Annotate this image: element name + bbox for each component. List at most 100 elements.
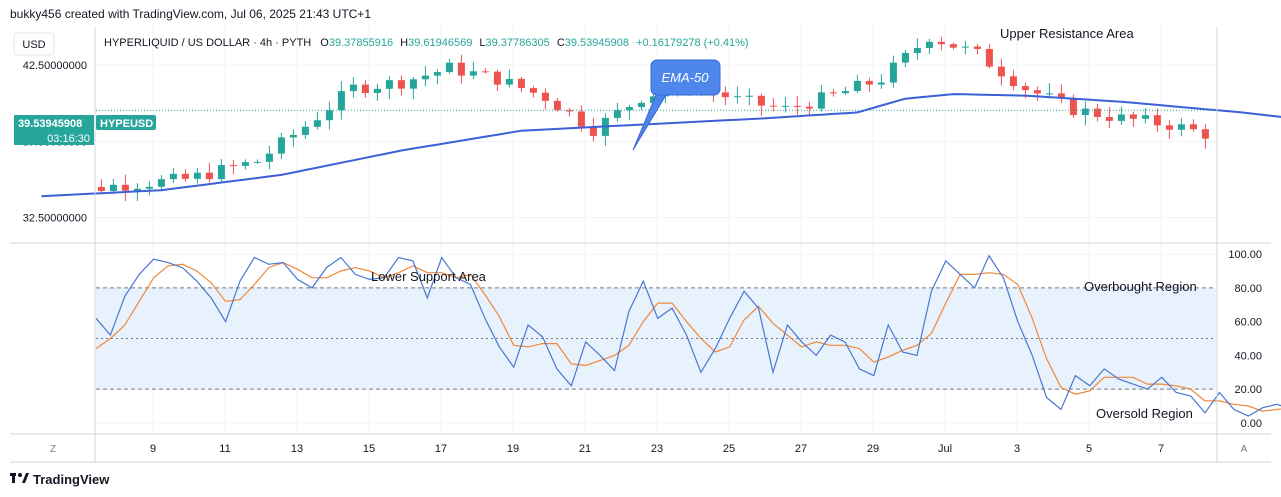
candle-body <box>961 46 969 48</box>
candle-body <box>373 88 381 93</box>
candle-body <box>625 107 633 111</box>
candle-body <box>937 41 945 45</box>
candle-body <box>1153 115 1161 126</box>
candle-body <box>805 106 813 109</box>
lower-support-label: Lower Support Area <box>371 269 487 284</box>
candle-body <box>1045 93 1053 95</box>
ema-callout: EMA-50 <box>632 59 721 151</box>
currency-label: USD <box>22 39 45 51</box>
time-tick-label: 5 <box>1086 443 1092 455</box>
time-tick-label: 27 <box>795 443 807 455</box>
candle-body <box>757 95 765 106</box>
candle-body <box>301 126 309 135</box>
candle-body <box>277 137 285 154</box>
candle-body <box>337 91 345 111</box>
osc-tick-label: 20.00 <box>1234 384 1262 396</box>
time-tick-label: 19 <box>507 443 519 455</box>
candle-body <box>169 173 177 180</box>
overbought-label: Overbought Region <box>1084 279 1197 294</box>
candle-body <box>457 62 465 76</box>
time-tick-label: 15 <box>363 443 375 455</box>
price-tag-countdown: 03:16:30 <box>47 133 90 145</box>
time-tick-label: 25 <box>723 443 735 455</box>
candle-body <box>397 80 405 89</box>
candle-body <box>565 110 573 112</box>
candle-body <box>781 105 789 107</box>
z-button-label: Z <box>50 444 56 455</box>
candle-body <box>205 172 213 180</box>
candle-body <box>505 78 513 85</box>
z-button[interactable] <box>42 440 64 457</box>
candle-body <box>421 75 429 80</box>
price-tick-label: 42.50000000 <box>23 60 87 72</box>
candle-body <box>313 120 321 127</box>
candle-body <box>193 172 201 179</box>
candle-body <box>157 179 165 187</box>
candle-body <box>517 78 525 89</box>
close-value: 39.53945908 <box>565 37 629 49</box>
candle-body <box>121 184 129 191</box>
ticker-tag <box>96 115 156 130</box>
candle-body <box>253 161 261 163</box>
candle-body <box>1105 116 1113 121</box>
candle-body <box>997 66 1005 77</box>
candle-body <box>925 41 933 48</box>
currency-button[interactable] <box>13 32 55 56</box>
candle-body <box>469 71 477 76</box>
candle-body <box>829 92 837 94</box>
candles <box>97 36 1209 202</box>
candle-body <box>973 46 981 49</box>
ema50-line <box>41 93 1281 198</box>
time-tick-label: 17 <box>435 443 447 455</box>
time-tick-label: 11 <box>219 443 230 455</box>
candle-body <box>1189 124 1197 130</box>
candle-body <box>901 52 909 63</box>
time-axis: 9 11 13 15 17 19 21 23 25 27 29 Jul 3 5 7 <box>150 443 1164 455</box>
time-tick-label: Jul <box>938 443 952 455</box>
symbol-name: HYPERLIQUID / US DOLLAR · 4h · PYTH <box>104 37 311 49</box>
time-tick-label: 7 <box>1158 443 1164 455</box>
candle-body <box>649 96 657 103</box>
candle-body <box>145 186 153 189</box>
candle-body <box>409 79 417 89</box>
oscillator-axis: 0.00 20.00 40.00 60.00 80.00 100.00 <box>1228 249 1262 430</box>
candle-body <box>97 186 105 191</box>
candle-body <box>433 72 441 76</box>
time-tick-label: 23 <box>651 443 663 455</box>
candle-body <box>1141 115 1149 119</box>
candle-body <box>181 173 189 179</box>
candle-body <box>217 165 225 180</box>
tradingview-logo-text: TradingView <box>33 472 110 487</box>
candle-body <box>1033 90 1041 94</box>
candle-body <box>1009 76 1017 87</box>
high-label: H <box>400 37 408 49</box>
time-tick-label: 13 <box>291 443 303 455</box>
tradingview-logo-icon <box>10 473 29 483</box>
candle-body <box>1129 114 1137 119</box>
upper-resistance-label: Upper Resistance Area <box>1000 26 1134 41</box>
candle-body <box>721 92 729 98</box>
price-tick-label: 32.50000000 <box>23 213 87 225</box>
price-tag-ticker: HYPEUSD <box>100 118 153 130</box>
ohlc-legend: HYPERLIQUID / US DOLLAR · 4h · PYTH O 39.… <box>104 37 749 49</box>
osc-tick-label: 80.00 <box>1234 283 1262 295</box>
candle-body <box>985 48 993 67</box>
price-tag: 39.53945908 03:16:30 HYPEUSD <box>14 115 156 145</box>
open-label: O <box>320 37 329 49</box>
candle-body <box>109 184 117 191</box>
osc-tick-label: 0.00 <box>1241 418 1262 430</box>
close-label: C <box>557 37 565 49</box>
candle-body <box>769 105 777 107</box>
candle-body <box>817 92 825 109</box>
ema-callout-label: EMA-50 <box>662 70 710 85</box>
osc-tick-label: 40.00 <box>1234 350 1262 362</box>
candle-body <box>913 47 921 53</box>
candle-body <box>1165 125 1173 130</box>
candle-body <box>1117 114 1125 121</box>
osc-tick-label: 100.00 <box>1228 249 1262 261</box>
a-button[interactable] <box>1233 440 1255 457</box>
candle-body <box>229 165 237 167</box>
candle-body <box>1057 93 1065 98</box>
candle-body <box>877 82 885 85</box>
